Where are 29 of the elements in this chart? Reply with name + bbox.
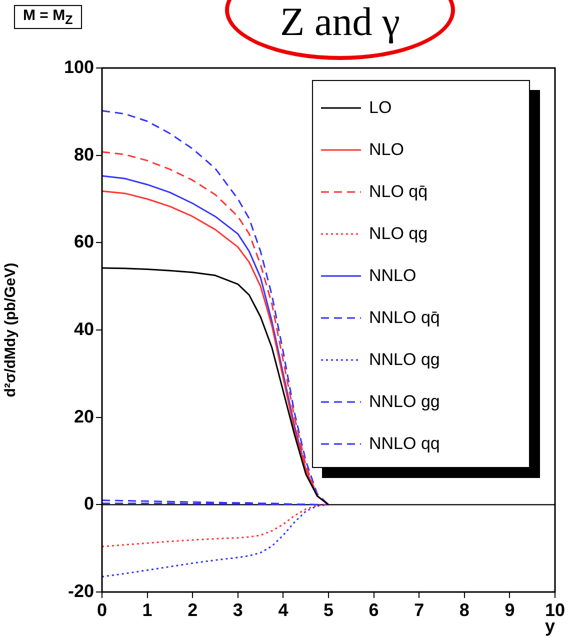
legend-label: NNLO qg — [369, 350, 440, 370]
chart-title: Z and γ — [279, 0, 401, 44]
y-axis-title: d²σ/dMdy (pb/GeV) — [2, 262, 20, 398]
x-tick-label: 9 — [504, 600, 515, 620]
y-tick-label: 100 — [64, 56, 94, 77]
legend-label: NNLO qq̄ — [369, 308, 440, 328]
x-tick-label: 6 — [368, 600, 379, 620]
x-tick-label: 1 — [142, 600, 152, 620]
x-tick-label: 2 — [188, 600, 198, 620]
x-tick-label: 5 — [323, 600, 334, 620]
legend-label: NNLO qq — [369, 434, 440, 454]
text: M = M$_{Z}$ — [14, 5, 82, 29]
legend-label: NNLO — [369, 266, 416, 286]
legend-label: NLO — [369, 140, 404, 160]
y-tick-label: 80 — [74, 144, 94, 164]
x-tick-label: 8 — [459, 600, 470, 620]
y-tick-label: 40 — [74, 318, 94, 339]
legend-label: NNLO gg — [369, 392, 440, 412]
x-tick-label: 3 — [232, 600, 243, 620]
x-tick-label: 4 — [278, 600, 288, 620]
y-tick-label: -20 — [68, 580, 94, 601]
legend-label: NLO qq̄ — [369, 182, 428, 202]
y-tick-label: 60 — [74, 232, 94, 252]
x-tick-label: 7 — [414, 600, 424, 620]
y-tick-label: 20 — [74, 406, 94, 426]
legend-label: NLO qg — [369, 224, 428, 244]
y-tick-label: 0 — [84, 494, 94, 514]
legend-label: LO — [369, 98, 392, 118]
x-tick-label: 0 — [96, 600, 108, 620]
